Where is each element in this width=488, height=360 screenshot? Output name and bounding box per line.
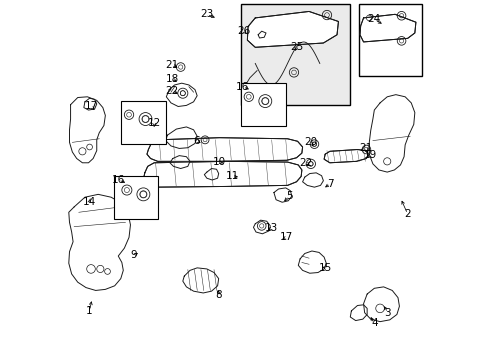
Text: 11: 11 [225,171,238,181]
Bar [241,4,349,105]
Text: 16: 16 [111,175,124,185]
Text: 13: 13 [264,224,278,233]
Bar [241,83,285,126]
Text: 24: 24 [367,14,380,24]
Text: 16: 16 [236,82,249,92]
Text: 26: 26 [237,26,250,36]
Text: 14: 14 [83,197,96,207]
Text: 9: 9 [130,250,137,260]
Text: 21: 21 [165,59,178,69]
Text: 1: 1 [86,306,93,316]
Polygon shape [247,12,338,47]
Text: 7: 7 [326,179,333,189]
Text: 4: 4 [370,319,377,328]
Text: 23: 23 [200,9,213,19]
Text: 17: 17 [280,232,293,242]
Polygon shape [247,12,338,47]
Text: 20: 20 [304,138,317,147]
Text: 8: 8 [215,290,222,300]
Text: 15: 15 [318,263,331,273]
Text: 6: 6 [192,136,199,145]
Text: 3: 3 [384,308,390,318]
Text: 25: 25 [289,42,303,51]
Polygon shape [143,161,301,187]
Text: 12: 12 [147,118,161,128]
Text: 21: 21 [358,143,371,153]
Text: 2: 2 [404,209,410,219]
Text: 22: 22 [165,86,178,96]
Text: 10: 10 [212,157,225,167]
Polygon shape [169,156,190,168]
Bar [359,4,421,76]
Bar [121,101,165,144]
Bar [113,176,158,220]
Text: 19: 19 [364,150,377,160]
Polygon shape [324,149,367,163]
Polygon shape [147,138,302,161]
Text: 22: 22 [299,158,312,168]
Polygon shape [359,14,415,42]
Text: 18: 18 [165,74,178,84]
Text: 5: 5 [285,191,292,201]
Polygon shape [359,14,415,42]
Text: 17: 17 [84,102,98,112]
